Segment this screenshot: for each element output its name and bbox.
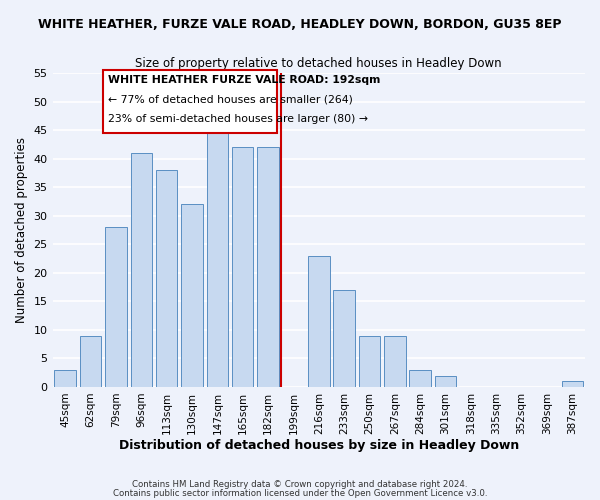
Bar bbox=[334, 290, 355, 387]
Y-axis label: Number of detached properties: Number of detached properties bbox=[15, 137, 28, 323]
Bar bbox=[308, 256, 329, 387]
Text: WHITE HEATHER, FURZE VALE ROAD, HEADLEY DOWN, BORDON, GU35 8EP: WHITE HEATHER, FURZE VALE ROAD, HEADLEY … bbox=[38, 18, 562, 30]
Bar bbox=[131, 153, 152, 387]
X-axis label: Distribution of detached houses by size in Headley Down: Distribution of detached houses by size … bbox=[119, 440, 519, 452]
Bar bbox=[562, 382, 583, 387]
Text: Contains HM Land Registry data © Crown copyright and database right 2024.: Contains HM Land Registry data © Crown c… bbox=[132, 480, 468, 489]
Bar bbox=[206, 124, 228, 387]
Bar bbox=[409, 370, 431, 387]
Title: Size of property relative to detached houses in Headley Down: Size of property relative to detached ho… bbox=[136, 58, 502, 70]
Text: ← 77% of detached houses are smaller (264): ← 77% of detached houses are smaller (26… bbox=[109, 94, 353, 104]
Bar bbox=[156, 170, 178, 387]
Bar bbox=[105, 227, 127, 387]
Bar bbox=[359, 336, 380, 387]
Bar bbox=[181, 204, 203, 387]
Bar bbox=[257, 148, 279, 387]
Bar bbox=[55, 370, 76, 387]
Text: Contains public sector information licensed under the Open Government Licence v3: Contains public sector information licen… bbox=[113, 488, 487, 498]
FancyBboxPatch shape bbox=[103, 70, 277, 133]
Text: WHITE HEATHER FURZE VALE ROAD: 192sqm: WHITE HEATHER FURZE VALE ROAD: 192sqm bbox=[109, 75, 380, 85]
Bar bbox=[80, 336, 101, 387]
Bar bbox=[232, 148, 253, 387]
Bar bbox=[435, 376, 457, 387]
Text: 23% of semi-detached houses are larger (80) →: 23% of semi-detached houses are larger (… bbox=[109, 114, 368, 124]
Bar bbox=[384, 336, 406, 387]
